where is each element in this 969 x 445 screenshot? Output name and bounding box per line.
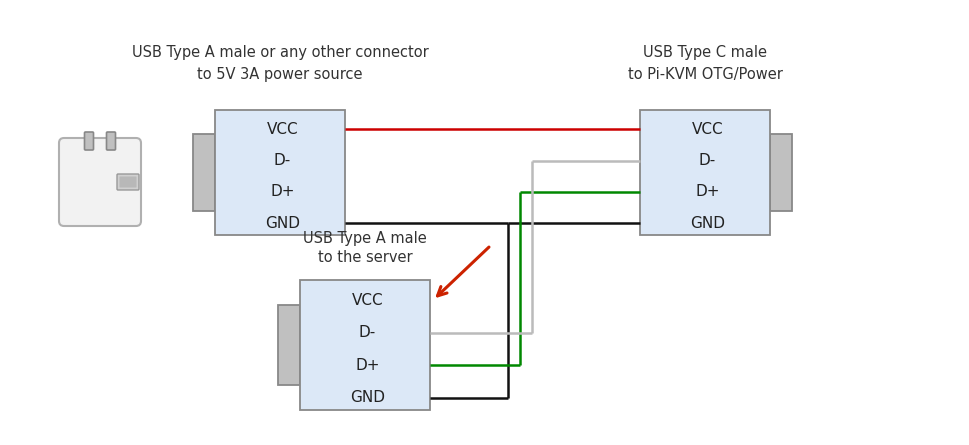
Bar (769, 134, 791, 211)
FancyBboxPatch shape (117, 174, 139, 190)
Text: VCC: VCC (691, 122, 723, 137)
FancyBboxPatch shape (107, 132, 115, 150)
Text: D-: D- (273, 153, 291, 168)
FancyBboxPatch shape (119, 177, 137, 187)
Text: GND: GND (265, 216, 299, 231)
Text: GND: GND (689, 216, 725, 231)
FancyBboxPatch shape (59, 138, 141, 226)
Text: to 5V 3A power source: to 5V 3A power source (197, 68, 362, 82)
Text: to the server: to the server (318, 251, 412, 266)
Text: VCC: VCC (352, 293, 383, 307)
Text: to Pi-KVM OTG/Power: to Pi-KVM OTG/Power (627, 68, 782, 82)
Text: D-: D- (359, 325, 376, 340)
Text: D-: D- (699, 153, 715, 168)
Bar (299, 280, 429, 410)
Bar (278, 305, 299, 385)
Text: USB Type C male: USB Type C male (642, 44, 766, 60)
Text: D+: D+ (355, 358, 380, 372)
Text: D+: D+ (270, 184, 295, 199)
Bar (640, 110, 769, 235)
Text: USB Type A male: USB Type A male (302, 231, 426, 246)
Text: VCC: VCC (266, 122, 298, 137)
Bar (215, 110, 345, 235)
Text: D+: D+ (695, 184, 719, 199)
Text: GND: GND (350, 390, 385, 405)
Text: USB Type A male or any other connector: USB Type A male or any other connector (132, 44, 428, 60)
FancyBboxPatch shape (84, 132, 93, 150)
Bar (193, 134, 215, 211)
